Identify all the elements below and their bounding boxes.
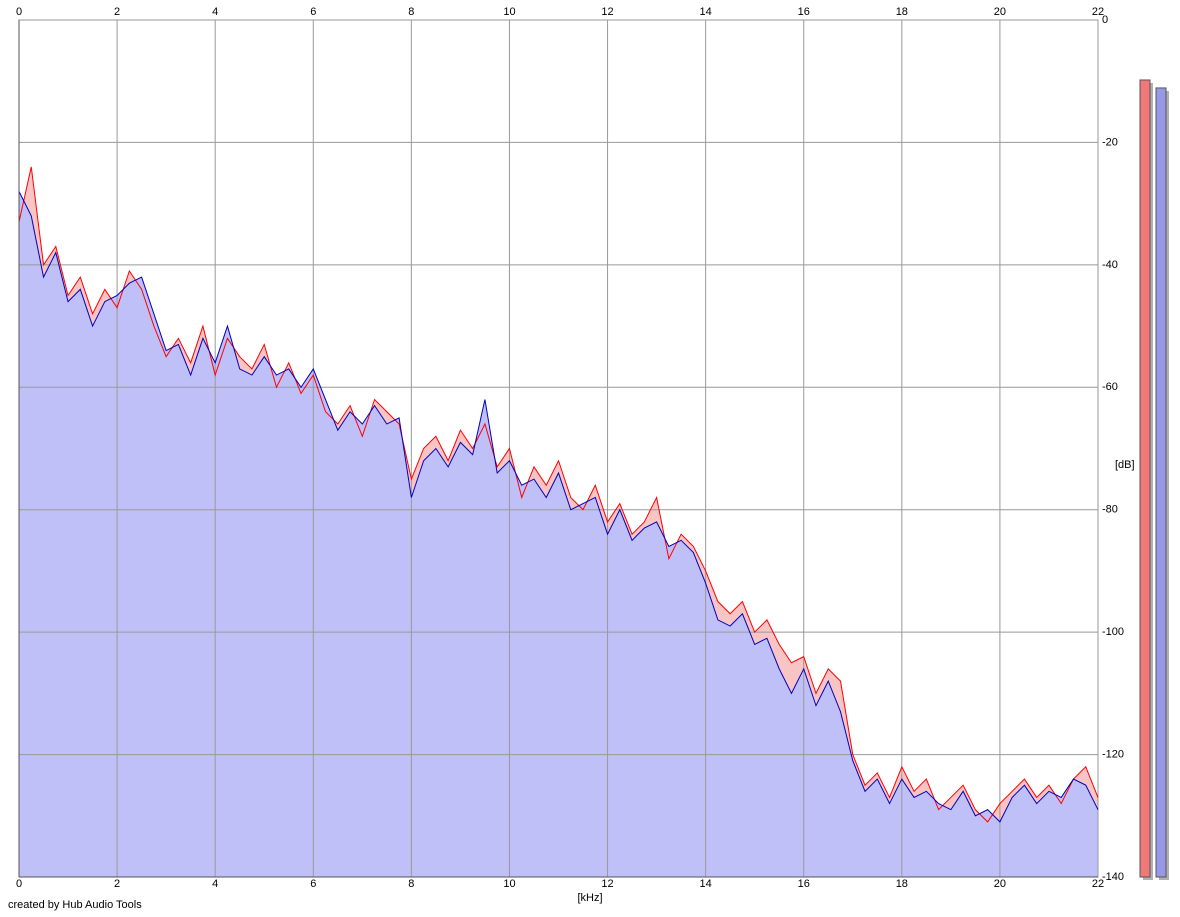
credit: created by Hub Audio Tools	[8, 899, 142, 911]
x-axis-label: [kHz]	[577, 892, 602, 904]
x-tick-label: 12	[601, 6, 613, 18]
x-tick-label: 12	[601, 878, 613, 890]
y-tick-label: -60	[1102, 381, 1118, 393]
x-tick-label: 0	[16, 6, 22, 18]
x-tick-label: 0	[16, 878, 22, 890]
x-tick-label: 10	[503, 878, 515, 890]
y-axis-label: [dB]	[1115, 459, 1135, 471]
x-tick-label: 18	[896, 878, 908, 890]
x-tick-label: 22	[1092, 878, 1104, 890]
x-tick-label: 10	[503, 6, 515, 18]
x-tick-label: 8	[408, 878, 414, 890]
x-tick-label: 14	[700, 878, 712, 890]
y-tick-label: 0	[1102, 14, 1108, 26]
x-tick-label: 6	[310, 6, 316, 18]
x-tick-label: 6	[310, 878, 316, 890]
x-tick-label: 18	[896, 6, 908, 18]
spectrum-line	[18, 166, 1099, 823]
y-tick-label: -20	[1102, 136, 1118, 148]
level-meter	[1139, 79, 1151, 878]
y-tick-label: -100	[1102, 626, 1124, 638]
x-tick-label: 8	[408, 6, 414, 18]
spectrum-line	[18, 191, 1099, 823]
y-tick-label: -120	[1102, 748, 1124, 760]
x-tick-label: 14	[700, 6, 712, 18]
x-tick-label: 16	[798, 878, 810, 890]
area-fill	[19, 191, 1098, 877]
x-tick-label: 22	[1092, 6, 1104, 18]
x-tick-label: 4	[212, 6, 218, 18]
x-tick-label: 16	[798, 6, 810, 18]
x-tick-label: 20	[994, 6, 1006, 18]
y-tick-label: -40	[1102, 259, 1118, 271]
x-tick-label: 4	[212, 878, 218, 890]
level-meter	[1155, 87, 1167, 878]
y-tick-label: -80	[1102, 504, 1118, 516]
y-tick-label: -140	[1102, 871, 1124, 883]
x-tick-label: 2	[114, 878, 120, 890]
x-tick-label: 2	[114, 6, 120, 18]
x-tick-label: 20	[994, 878, 1006, 890]
